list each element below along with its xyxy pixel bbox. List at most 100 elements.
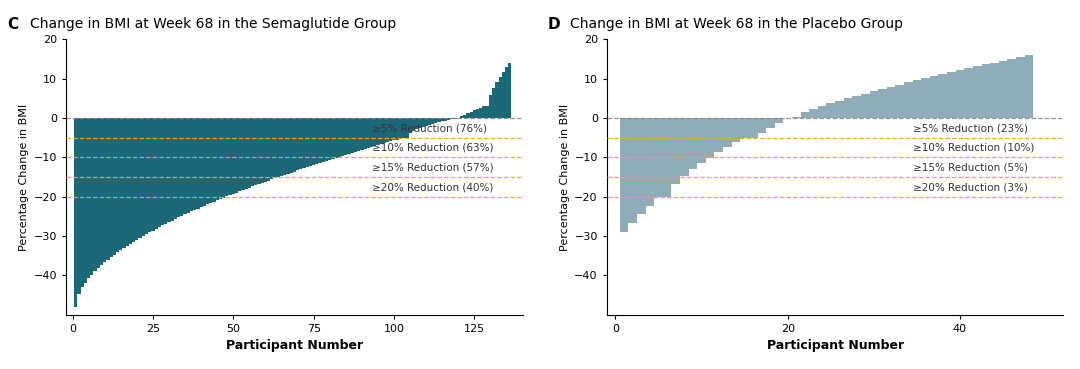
Bar <box>197 118 200 208</box>
Bar <box>91 118 94 275</box>
Bar <box>904 83 913 118</box>
Bar <box>158 118 161 227</box>
Bar <box>345 118 348 155</box>
Bar <box>473 110 476 118</box>
Bar <box>982 65 990 118</box>
Bar <box>302 118 306 168</box>
Bar <box>637 118 646 214</box>
Bar <box>219 118 222 199</box>
Bar <box>496 82 499 118</box>
Bar <box>869 91 878 118</box>
Text: ≥10% Reduction (63%): ≥10% Reduction (63%) <box>372 143 494 153</box>
Bar <box>654 118 663 197</box>
Bar <box>306 118 309 167</box>
Bar <box>895 85 904 118</box>
Bar <box>757 118 766 133</box>
Bar <box>878 89 887 118</box>
Bar <box>450 118 454 119</box>
Bar <box>774 118 783 123</box>
Bar <box>724 118 732 147</box>
Bar <box>177 118 180 217</box>
Bar <box>715 118 724 152</box>
Bar <box>399 118 402 139</box>
Bar <box>138 118 141 238</box>
Bar <box>341 118 345 156</box>
Bar <box>193 118 197 210</box>
Bar <box>232 118 235 194</box>
Bar <box>467 113 470 118</box>
Bar <box>319 118 322 163</box>
Bar <box>444 118 447 121</box>
Bar <box>887 87 895 118</box>
Bar <box>348 118 351 154</box>
Bar <box>267 118 270 180</box>
Bar <box>415 118 418 129</box>
Bar <box>792 117 800 118</box>
Bar <box>835 101 843 118</box>
Bar <box>254 118 257 185</box>
Bar <box>424 118 428 126</box>
Text: Change in BMI at Week 68 in the Placebo Group: Change in BMI at Week 68 in the Placebo … <box>570 17 903 31</box>
Bar <box>428 118 431 125</box>
Text: ≥15% Reduction (57%): ≥15% Reduction (57%) <box>372 162 494 172</box>
Bar <box>216 118 219 200</box>
Bar <box>913 80 921 118</box>
Bar <box>689 118 698 169</box>
Bar <box>947 72 956 118</box>
Bar <box>94 118 97 271</box>
Bar <box>460 116 463 118</box>
Bar <box>141 118 145 236</box>
Bar <box>206 118 210 204</box>
Bar <box>328 118 332 160</box>
Text: ≥5% Reduction (23%): ≥5% Reduction (23%) <box>913 123 1028 133</box>
Bar <box>364 118 367 149</box>
Bar <box>332 118 335 159</box>
Bar <box>680 118 689 176</box>
Bar <box>382 118 386 143</box>
Bar <box>463 115 467 118</box>
Bar <box>405 118 408 138</box>
Bar <box>293 118 296 172</box>
Bar <box>408 118 411 133</box>
Bar <box>698 118 706 163</box>
Bar <box>260 118 264 183</box>
Bar <box>379 118 382 144</box>
Bar <box>402 118 405 138</box>
Y-axis label: Percentage Change in BMI: Percentage Change in BMI <box>19 104 29 251</box>
Bar <box>441 118 444 121</box>
Bar <box>672 118 680 184</box>
Bar <box>180 118 184 216</box>
Bar <box>809 109 818 118</box>
Bar <box>454 118 457 119</box>
Bar <box>930 76 939 118</box>
Bar <box>706 118 715 158</box>
Bar <box>395 118 399 139</box>
Bar <box>361 118 364 150</box>
Bar <box>431 118 434 124</box>
Bar <box>129 118 132 244</box>
Bar <box>939 74 947 118</box>
Bar <box>119 118 122 250</box>
Bar <box>389 118 392 141</box>
Text: D: D <box>548 17 561 32</box>
Bar <box>766 118 774 128</box>
Bar <box>99 118 103 265</box>
Bar <box>351 118 354 153</box>
Bar <box>283 118 286 175</box>
Bar <box>826 103 835 118</box>
Bar <box>203 118 206 206</box>
Bar <box>354 118 357 152</box>
Bar <box>222 118 226 198</box>
Bar <box>732 118 740 142</box>
Bar <box>289 118 293 173</box>
Bar <box>486 106 489 118</box>
Bar <box>190 118 193 211</box>
Bar <box>818 106 826 118</box>
Bar <box>286 118 289 174</box>
Bar <box>296 118 299 170</box>
Bar <box>629 118 637 223</box>
Bar <box>229 118 232 195</box>
Bar <box>646 118 654 206</box>
Bar <box>505 68 509 118</box>
Bar <box>309 118 312 166</box>
